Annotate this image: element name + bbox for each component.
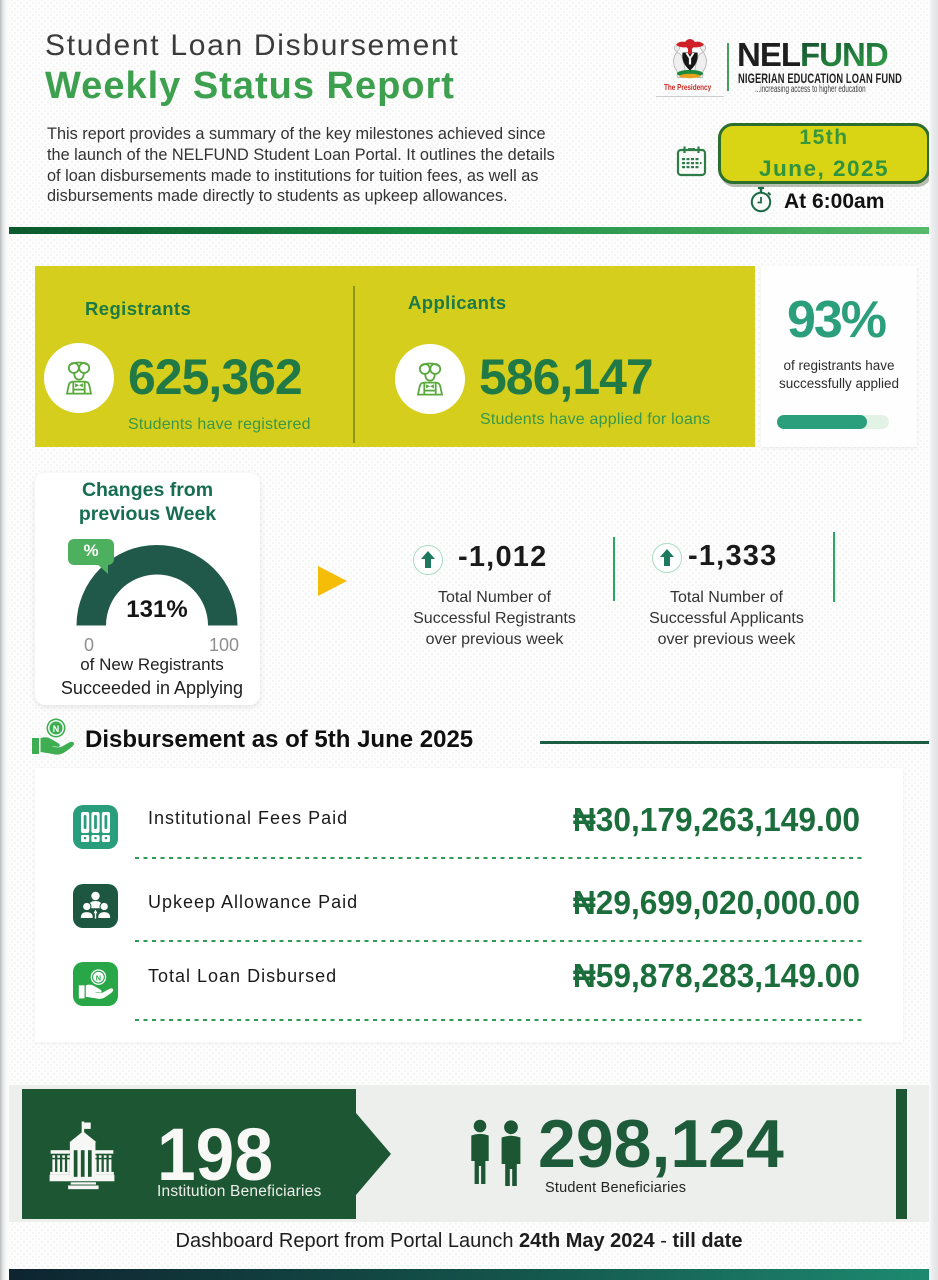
svg-text:N: N	[96, 973, 101, 982]
svg-text:N: N	[53, 724, 60, 734]
